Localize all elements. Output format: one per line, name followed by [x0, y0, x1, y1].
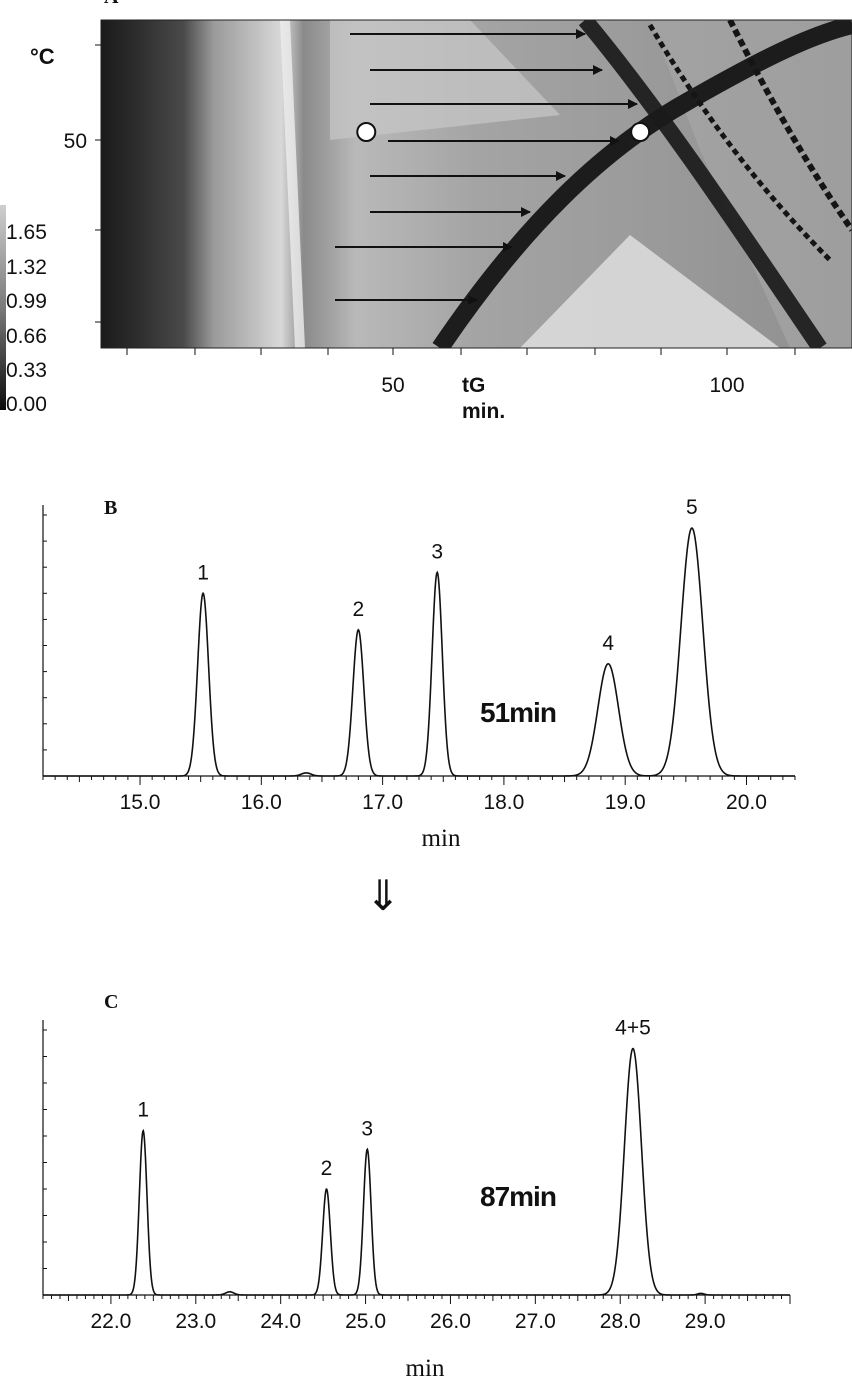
x-tick-label: 15.0: [120, 791, 161, 814]
chromatogram-c: 22.0 23.0 24.0 25.0 26.0 27.0 28.0 29.0 1 2 3 4+5: [42, 1017, 791, 1333]
colorbar: 1.65 1.32 0.99 0.66 0.33 0.00: [0, 205, 47, 416]
peak-label: 2: [353, 598, 365, 621]
panel-c: C 22.0 23.0 24.0 25.0 26.0 27.0 28.0 29.0 1 2 3 4+5…: [42, 991, 791, 1382]
peak-label: 3: [361, 1117, 373, 1140]
x-tick-label: 19.0: [605, 791, 646, 814]
x-tick-label: 18.0: [483, 791, 524, 814]
peak-label: 1: [197, 561, 209, 584]
colorbar-label: 0.66: [6, 325, 47, 348]
run-time-annotation: 51min: [480, 697, 556, 728]
colorbar-label: 0.33: [6, 359, 47, 382]
heatmap-dark-dashed-band-2: [727, 20, 852, 232]
panel-c-letter: C: [104, 991, 118, 1013]
heatmap-light-wedge-lower: [520, 235, 780, 348]
x-tick-label: 26.0: [430, 1310, 471, 1333]
heatmap: [101, 20, 852, 348]
x-tick-label: 100: [709, 374, 744, 397]
peak-label: 4: [602, 632, 614, 655]
x-tick-label: 29.0: [685, 1310, 726, 1333]
chromatogram-trace: [43, 1047, 790, 1296]
x-tick-label: 20.0: [726, 791, 767, 814]
colorbar-label: 1.32: [6, 256, 47, 279]
colorbar-label: 0.00: [6, 393, 47, 416]
peak-label: 3: [431, 540, 443, 563]
x-tick-label: 16.0: [241, 791, 282, 814]
x-tick-label: 28.0: [600, 1310, 641, 1333]
peak-label: 2: [321, 1157, 333, 1180]
optimum-point: [630, 122, 651, 142]
y-axis-unit: °C: [30, 44, 55, 69]
x-tick-label: 27.0: [515, 1310, 556, 1333]
x-tick-label: 24.0: [260, 1310, 301, 1333]
x-tick-label: 17.0: [362, 791, 403, 814]
chromatogram-b: 15.0 16.0 17.0 18.0 19.0 20.0 1 2 3 4 5: [42, 496, 796, 814]
x-tick-label: 23.0: [175, 1310, 216, 1333]
x-axis-label: min: [422, 825, 461, 852]
heatmap-x-axis: 50 100 tG min.: [126, 348, 796, 423]
panel-a-letter: A: [104, 0, 119, 8]
panel-a: A °C 50 50 100 tG m: [0, 0, 852, 423]
x-tick-label: 22.0: [90, 1310, 131, 1333]
colorbar-label: 1.65: [6, 221, 47, 244]
run-time-annotation: 87min: [480, 1181, 556, 1212]
optimum-points: [356, 122, 651, 142]
x-axis-label: min: [406, 1355, 445, 1382]
x-tick-label: 50: [381, 374, 404, 397]
optimization-arrows: [335, 29, 638, 305]
optimum-point: [356, 122, 377, 142]
heatmap-dark-band-diagonal: [578, 20, 827, 348]
panel-b-letter: B: [104, 497, 117, 519]
peak-label: 1: [137, 1099, 149, 1122]
heatmap-y-axis: °C 50: [30, 44, 101, 323]
heatmap-light-wedge-upper: [330, 20, 560, 140]
heatmap-frame: [100, 19, 852, 349]
panel-b: B 15.0 16.0 17.0 18.0 19.0 20.0 1 2 3 4 5 51min mi…: [42, 496, 796, 852]
y-tick-label: 50: [64, 130, 87, 153]
chromatogram-trace: [43, 527, 795, 777]
transition-double-arrow: ⇓: [365, 872, 400, 919]
peak-label: 5: [686, 496, 698, 519]
colorbar-swatch: [0, 205, 6, 410]
peak-label: 4+5: [615, 1017, 651, 1040]
heatmap-dark-band-curve: [432, 20, 852, 348]
x-axis-label: tG: [462, 374, 485, 397]
x-axis-unit: min.: [462, 400, 505, 423]
x-tick-label: 25.0: [345, 1310, 386, 1333]
colorbar-label: 0.99: [6, 290, 47, 313]
heatmap-light-stripe: [280, 20, 305, 348]
